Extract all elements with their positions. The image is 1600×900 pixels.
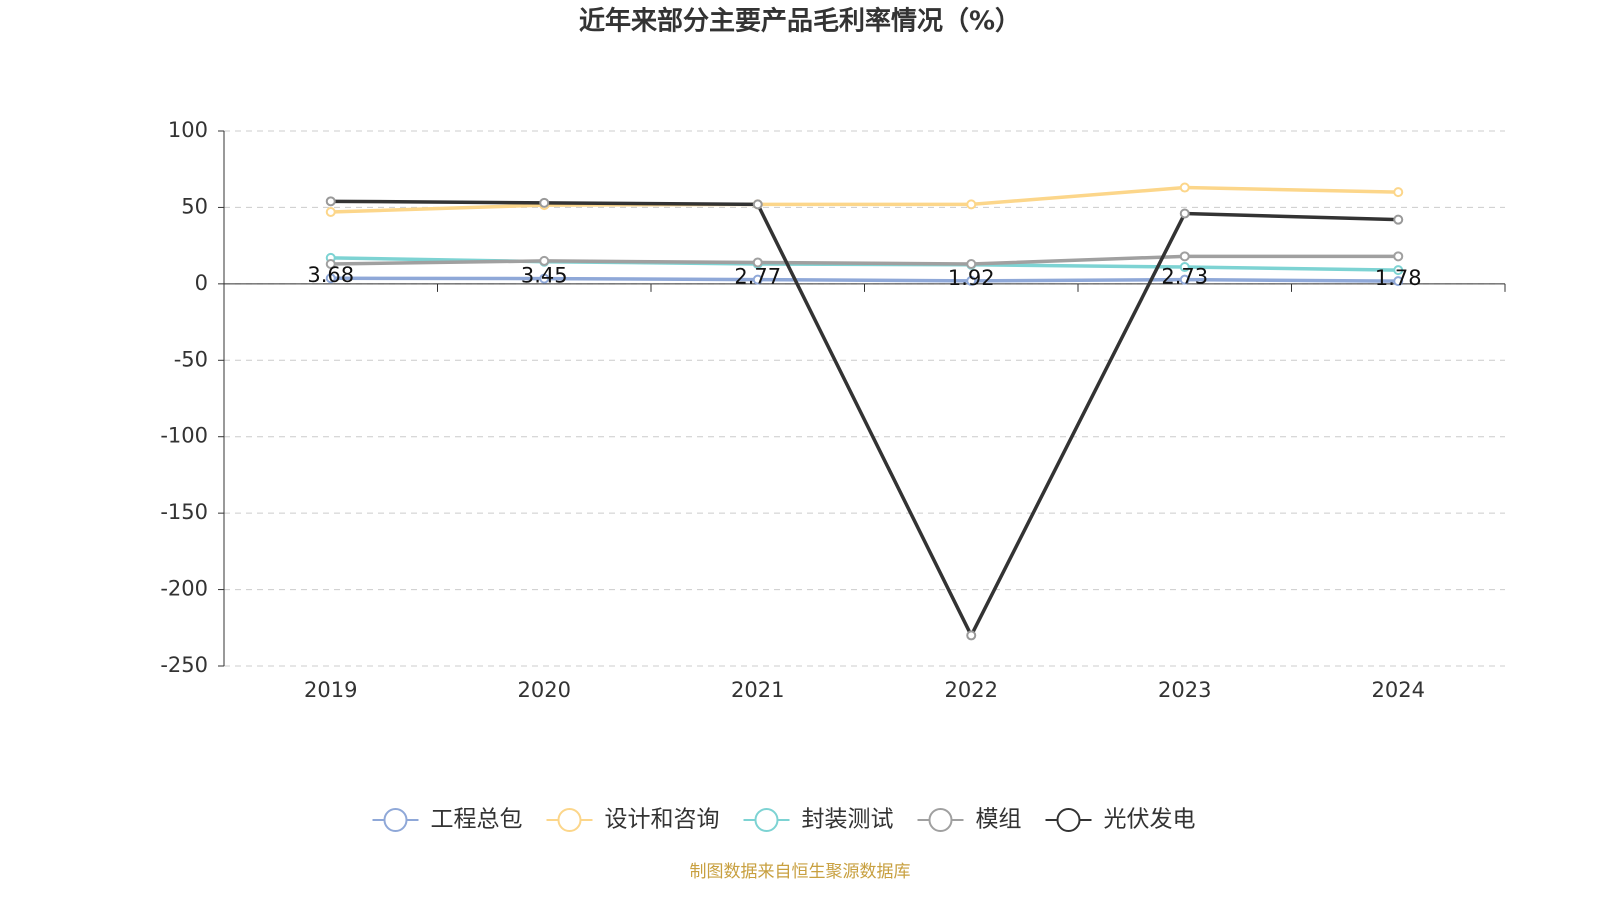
- point: [1393, 214, 1404, 225]
- point: [539, 273, 550, 284]
- point: [325, 207, 336, 218]
- x-tick-label: 2020: [518, 678, 571, 702]
- x-tick-label: 2022: [945, 678, 998, 702]
- point: [1179, 274, 1190, 285]
- legend-item: 封装测试: [743, 807, 894, 833]
- point: [1393, 276, 1404, 287]
- series-line: [330, 185, 1399, 214]
- data-label: 1.92: [948, 266, 995, 290]
- point: [325, 196, 336, 207]
- y-tick-label: -150: [160, 500, 208, 524]
- legend-label: 封装测试: [802, 807, 894, 833]
- point: [1179, 262, 1190, 273]
- x-tick-label: 2021: [731, 678, 784, 702]
- legend-icon: [1056, 808, 1081, 832]
- legend-icon: [928, 808, 953, 832]
- legend-icon: [383, 808, 408, 832]
- y-tick-label: 0: [195, 271, 208, 295]
- point: [1179, 182, 1190, 193]
- point: [325, 273, 336, 284]
- series-line: [330, 254, 1399, 266]
- y-tick-label: -100: [160, 424, 208, 448]
- point: [1393, 251, 1404, 262]
- point: [752, 274, 763, 285]
- y-tick-label: 50: [181, 194, 208, 218]
- y-tick-label: 100: [168, 118, 208, 142]
- data-label: 3.45: [521, 264, 568, 288]
- point: [752, 257, 763, 268]
- legend-item: 工程总包: [372, 807, 523, 833]
- point: [1179, 251, 1190, 262]
- series-line: [330, 276, 1399, 283]
- point: [966, 275, 977, 286]
- chart-title: 近年来部分主要产品毛利率情况（%）: [579, 6, 1021, 37]
- legend-label: 模组: [976, 807, 1022, 833]
- legend-item: 设计和咨询: [546, 807, 720, 833]
- legend-icon: [754, 808, 779, 832]
- legend-item: 光伏发电: [1045, 807, 1196, 833]
- y-tick-label: -250: [160, 653, 208, 677]
- point: [966, 630, 977, 641]
- y-tick-label: -200: [160, 577, 208, 601]
- point: [1179, 208, 1190, 219]
- data-label: 2.73: [1161, 265, 1208, 289]
- point: [539, 197, 550, 208]
- point: [966, 258, 977, 269]
- data-label: 1.78: [1375, 266, 1422, 290]
- x-tick-label: 2024: [1372, 678, 1425, 702]
- legend-label: 光伏发电: [1104, 807, 1196, 833]
- point: [966, 199, 977, 210]
- legend-icon: [557, 808, 582, 832]
- point: [752, 199, 763, 210]
- source-note: 制图数据来自恒生聚源数据库: [690, 862, 911, 882]
- series-line: [330, 199, 1399, 640]
- point: [1393, 265, 1404, 276]
- data-label: 2.77: [734, 265, 781, 289]
- data-label: 3.68: [307, 263, 354, 287]
- point: [539, 255, 550, 266]
- legend-label: 设计和咨询: [605, 807, 720, 833]
- x-tick-label: 2019: [304, 678, 357, 702]
- legend-label: 工程总包: [431, 807, 523, 833]
- x-tick-label: 2023: [1158, 678, 1211, 702]
- point: [1393, 187, 1404, 198]
- legend-item: 模组: [917, 807, 1022, 833]
- legend: 工程总包 设计和咨询 封装测试 模组 光伏发电: [372, 807, 1196, 833]
- y-tick-label: -50: [174, 347, 208, 371]
- point: [325, 258, 336, 269]
